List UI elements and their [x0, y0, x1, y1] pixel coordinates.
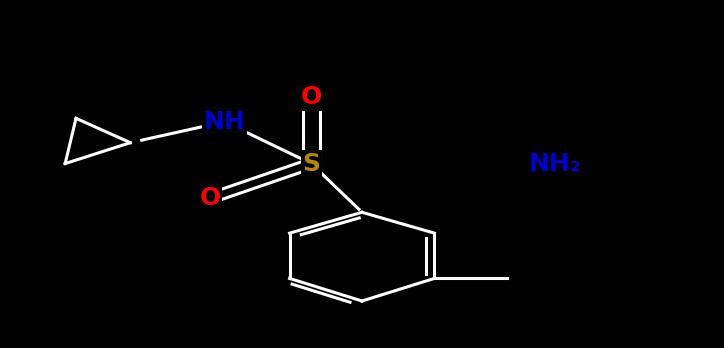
Text: S: S	[303, 152, 320, 175]
Text: NH: NH	[203, 110, 245, 134]
Text: O: O	[199, 187, 221, 210]
Text: NH₂: NH₂	[529, 152, 581, 175]
Text: O: O	[300, 86, 322, 109]
